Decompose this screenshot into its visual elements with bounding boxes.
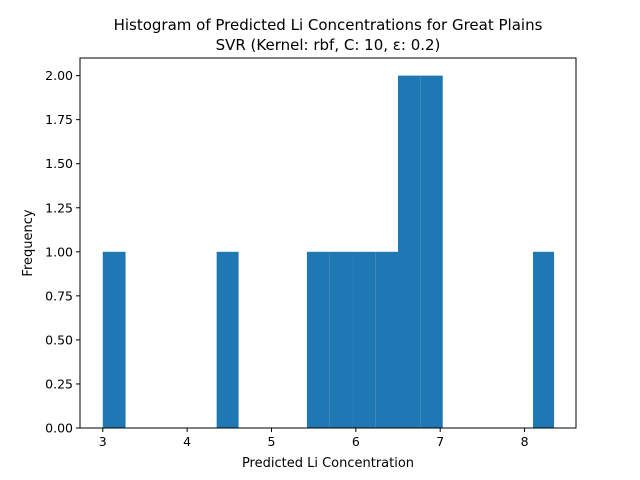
histogram-bar	[352, 251, 376, 428]
x-tick-label: 7	[436, 434, 444, 449]
histogram-bar	[216, 251, 239, 428]
y-tick-label: 2.00	[45, 68, 73, 83]
x-axis-label: Predicted Li Concentration	[242, 456, 414, 471]
x-tick-label: 5	[268, 434, 276, 449]
x-tick-label: 4	[183, 434, 191, 449]
y-tick-label: 1.25	[45, 200, 73, 215]
y-tick-label: 0.25	[45, 376, 73, 391]
histogram-bar	[375, 251, 399, 428]
y-tick-label: 0.75	[45, 288, 73, 303]
x-tick-label: 3	[99, 434, 107, 449]
histogram-bar	[102, 251, 126, 428]
y-axis-label: Frequency	[21, 209, 36, 276]
y-axis-ticks: 0.00 0.25 0.50 0.75 1.00 1.25 1.50 1.75 2.00	[45, 68, 80, 436]
histogram-bar	[532, 251, 555, 428]
plot-frame	[79, 57, 577, 429]
histogram-bar	[306, 251, 330, 428]
chart-title: Histogram of Predicted Li Concentrations…	[114, 16, 543, 34]
y-tick-label: 1.50	[45, 156, 73, 171]
chart-subtitle: SVR (Kernel: rbf, C: 10, ε: 0.2)	[216, 36, 441, 54]
histogram-bar	[329, 251, 353, 428]
x-axis-ticks: 3 4 5 6 7 8	[99, 428, 529, 449]
x-tick-label: 8	[521, 434, 529, 449]
y-tick-label: 0.50	[45, 332, 73, 347]
x-tick-label: 6	[352, 434, 360, 449]
y-tick-label: 1.00	[45, 244, 73, 259]
y-tick-label: 1.75	[45, 112, 73, 127]
histogram-bar	[398, 75, 421, 429]
y-tick-label: 0.00	[45, 421, 73, 436]
bars-group	[102, 75, 555, 429]
histogram-bar	[420, 75, 443, 429]
